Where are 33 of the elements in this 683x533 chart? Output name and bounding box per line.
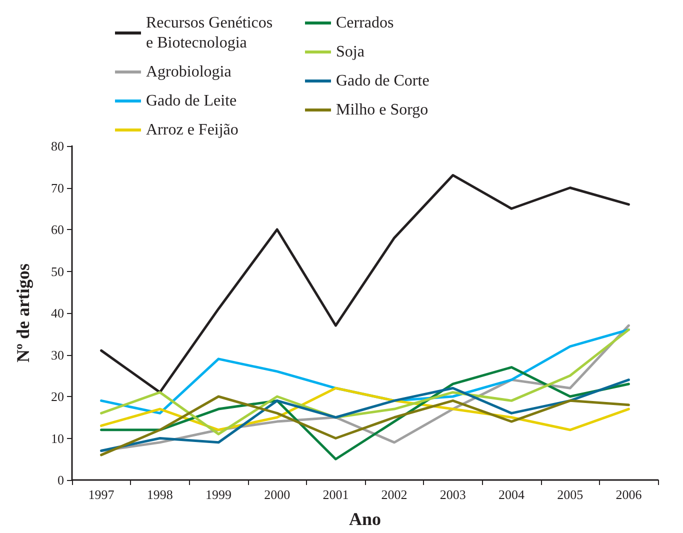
line-series [100,395,630,456]
legend-label: Recursos Genéticos e Biotecnologia [146,14,277,52]
y-tick-label: 70 [51,180,64,196]
legend-label: Milho e Sorgo [336,102,428,118]
x-tick-label: 2006 [616,487,642,502]
line-series [100,328,630,436]
legend-label: Cerrados [336,14,394,32]
legend-label: Arroz e Feijão [146,122,238,138]
y-tick-label: 80 [51,138,64,154]
legend-label: Soja [336,44,364,60]
y-tick-label: 20 [51,389,64,404]
line-series [100,378,630,452]
x-tick-label: 1998 [146,487,173,502]
y-tick-label: 10 [51,430,64,446]
x-tick-label: 2001 [322,487,349,502]
x-tick-label: 2002 [381,487,408,502]
y-tick-label: 30 [51,347,64,362]
legend-label: Gado de Corte [336,72,430,90]
y-tick-label: 40 [51,306,64,320]
x-tick-label: 1997 [88,487,115,502]
y-tick-label: 60 [51,222,64,237]
x-tick-label: 1999 [206,487,232,502]
y-tick-label: 0 [58,472,64,488]
legend-label: Gado de Leite [146,92,237,110]
x-tick-label: 2004 [498,487,525,502]
x-tick-label: 2005 [557,487,584,502]
y-tick-label: 50 [51,264,64,279]
y-axis-title: Nº de artigos [13,264,33,362]
x-tick-label: 2000 [264,487,290,502]
line-series [100,174,630,394]
legend-label: Agrobiologia [146,64,232,80]
x-axis-title: Ano [348,509,382,529]
x-tick-label: 2003 [440,487,466,502]
